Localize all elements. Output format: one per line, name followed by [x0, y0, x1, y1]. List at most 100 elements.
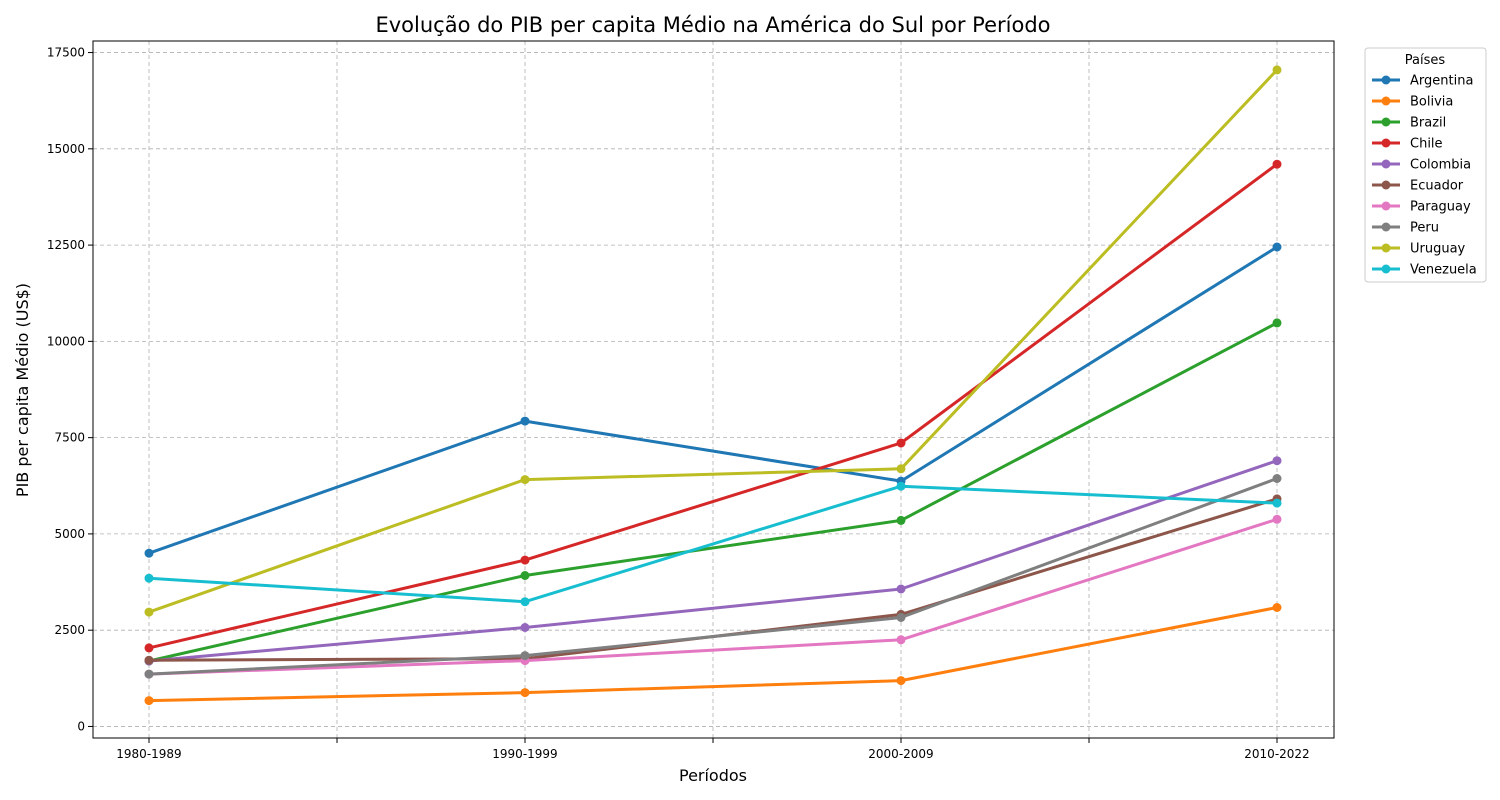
series-line	[147, 477, 1279, 676]
x-tick-label: 2000-2009	[868, 747, 933, 761]
legend-label: Peru	[1410, 221, 1439, 236]
legend-marker	[1381, 180, 1391, 190]
grid	[93, 41, 1334, 738]
legend-label: Brazil	[1410, 116, 1446, 131]
data-point	[896, 584, 906, 594]
legend-title: Países	[1405, 53, 1446, 68]
data-point	[896, 438, 906, 448]
legend-item: Chile	[1372, 137, 1443, 152]
data-point	[520, 651, 530, 661]
data-point	[1272, 242, 1282, 252]
data-point	[520, 555, 530, 565]
legend-marker	[1381, 159, 1391, 169]
legend-item: Argentina	[1372, 74, 1473, 89]
data-point	[1272, 318, 1282, 328]
legend-marker	[1381, 243, 1391, 253]
data-point	[1272, 456, 1282, 466]
y-tick-label: 5000	[54, 527, 85, 541]
data-point	[144, 607, 154, 617]
chart-title: Evolução do PIB per capita Médio na Amér…	[375, 13, 1050, 37]
data-point	[1272, 498, 1282, 508]
data-point	[1272, 474, 1282, 483]
data-point	[144, 655, 154, 665]
legend-item: Paraguay	[1372, 200, 1471, 215]
legend-label: Colombia	[1410, 158, 1471, 173]
legend-marker	[1381, 264, 1391, 274]
series-layer	[144, 65, 1282, 706]
x-axis-ticks: 1980-1989 1990-1999 2000-2009 2010-2022	[116, 738, 1310, 761]
legend-label: Paraguay	[1410, 200, 1471, 215]
data-point	[144, 573, 154, 583]
legend-item: Ecuador	[1372, 179, 1464, 194]
data-point	[1272, 65, 1282, 75]
legend-label: Ecuador	[1410, 179, 1464, 194]
y-tick-label: 17500	[47, 46, 85, 60]
data-point	[896, 515, 906, 525]
series-peru	[144, 474, 1282, 679]
data-point	[520, 688, 530, 698]
legend-label: Uruguay	[1410, 242, 1466, 257]
legend-box	[1364, 47, 1487, 283]
data-point	[896, 676, 906, 686]
data-point	[896, 464, 906, 474]
y-axis-label: PIB per capita Médio (US$)	[13, 283, 32, 497]
legend-label: Chile	[1410, 137, 1443, 152]
legend-label: Venezuela	[1410, 263, 1477, 278]
legend-label: Argentina	[1410, 74, 1473, 89]
series-line	[147, 321, 1279, 663]
legend-marker	[1381, 138, 1391, 148]
x-tick-label: 1980-1989	[116, 747, 181, 761]
legend-marker	[1381, 117, 1391, 127]
y-tick-label: 0	[77, 719, 85, 733]
x-axis-label: Períodos	[679, 766, 747, 785]
legend-item: Peru	[1372, 221, 1439, 236]
legend-marker	[1381, 201, 1391, 211]
legend-marker	[1381, 222, 1391, 232]
y-tick-label: 15000	[47, 142, 85, 156]
y-tick-label: 12500	[47, 238, 85, 252]
x-tick-label: 2010-2022	[1244, 747, 1309, 761]
legend-item: Uruguay	[1372, 242, 1466, 257]
data-point	[896, 635, 906, 645]
data-point	[1272, 514, 1282, 524]
legend-label: Bolivia	[1410, 95, 1453, 110]
x-tick-label: 1990-1999	[492, 747, 557, 761]
series-line	[147, 459, 1279, 663]
legend-item: Brazil	[1372, 116, 1446, 131]
series-line	[147, 68, 1279, 614]
series-venezuela	[144, 481, 1282, 607]
data-point	[896, 613, 906, 622]
legend-item: Bolivia	[1372, 95, 1453, 110]
data-point	[520, 623, 530, 632]
series-line	[147, 245, 1279, 555]
legend-item: Venezuela	[1372, 263, 1477, 278]
legend-marker	[1381, 75, 1391, 85]
data-point	[520, 416, 530, 426]
y-tick-label: 7500	[54, 431, 85, 445]
data-point	[1272, 159, 1282, 169]
data-point	[520, 597, 530, 607]
legend-marker	[1381, 96, 1391, 106]
y-tick-label: 10000	[47, 334, 85, 348]
series-chile	[144, 159, 1282, 653]
data-point	[144, 548, 154, 558]
legend-item: Colombia	[1372, 158, 1471, 173]
data-point	[144, 669, 154, 679]
series-line	[147, 606, 1279, 703]
data-point	[1272, 603, 1282, 612]
data-point	[520, 475, 530, 485]
series-line	[147, 484, 1279, 604]
data-point	[144, 643, 154, 653]
data-point	[144, 696, 154, 706]
y-axis-ticks: 0 2500 5000 7500 10000 12500 15000 17500	[47, 46, 93, 733]
data-point	[520, 571, 530, 580]
y-tick-label: 2500	[54, 623, 85, 637]
legend: Países Argentina Bolivia Brazil Chile Colomb…	[1364, 47, 1487, 283]
legend-items: Argentina Bolivia Brazil Chile Colombia Ecuad…	[1372, 74, 1477, 278]
series-line	[147, 517, 1279, 676]
data-point	[896, 481, 906, 491]
series-uruguay	[144, 65, 1282, 617]
series-bolivia	[144, 603, 1282, 706]
series-line	[147, 162, 1279, 650]
